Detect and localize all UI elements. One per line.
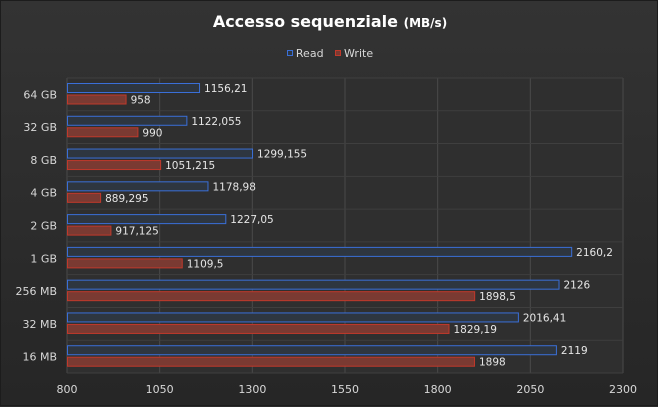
x-tick-label-3: 1550: [331, 383, 359, 396]
y-category-label-1: 32 GB: [23, 121, 57, 134]
read-bar-5: [67, 246, 573, 257]
write-bar-0: [67, 94, 127, 105]
read-data-label-4: 1227,05: [230, 214, 273, 226]
y-category-label-6: 256 MB: [15, 285, 57, 298]
legend-label-read: Read: [295, 47, 324, 60]
legend-item-write: Write: [335, 47, 373, 60]
legend-label-write: Write: [344, 47, 374, 60]
read-data-label-7: 2016,41: [523, 312, 566, 324]
read-bar-7: [67, 312, 519, 323]
x-tick-label-1: 1050: [146, 383, 174, 396]
write-data-label-8: 1898: [479, 357, 506, 369]
x-tick-label-5: 2050: [516, 383, 544, 396]
read-data-label-6: 2126: [564, 280, 591, 292]
read-data-label-3: 1178,98: [212, 181, 255, 193]
y-category-label-8: 16 MB: [22, 351, 57, 364]
read-bar-0: [67, 83, 201, 93]
write-data-label-0: 958: [131, 95, 151, 107]
write-bar-3: [67, 192, 102, 203]
read-bar-2: [67, 148, 254, 159]
chart-title-text: Accesso sequenziale: [212, 12, 399, 31]
write-bar-2: [67, 160, 162, 171]
write-bar-6: [67, 291, 476, 302]
read-bar-1: [67, 115, 188, 126]
read-bar-4: [67, 214, 227, 225]
x-tick-label-2: 1300: [238, 383, 266, 396]
legend-swatch-read: [286, 50, 293, 56]
write-data-label-4: 917,125: [115, 226, 158, 238]
write-bar-8: [67, 356, 475, 367]
write-data-label-6: 1898,5: [479, 291, 516, 303]
write-data-label-1: 990: [142, 127, 162, 139]
y-category-label-2: 8 GB: [30, 154, 57, 167]
write-data-label-3: 889,295: [105, 193, 148, 205]
y-category-label-0: 64 GB: [23, 88, 57, 101]
write-data-label-2: 1051,215: [165, 160, 215, 172]
write-bar-5: [67, 258, 183, 269]
read-bar-8: [67, 345, 557, 356]
write-data-label-5: 1109,5: [187, 258, 224, 270]
y-category-label-4: 2 GB: [30, 220, 57, 233]
y-category-label-5: 1 GB: [30, 252, 57, 265]
y-category-label-7: 32 MB: [22, 318, 57, 331]
read-data-label-8: 2119: [561, 345, 588, 357]
write-bar-4: [67, 225, 112, 236]
read-data-label-0: 1156,21: [204, 83, 247, 95]
read-bar-3: [67, 181, 209, 192]
legend-swatch-write: [335, 50, 342, 56]
write-data-label-7: 1829,19: [453, 324, 496, 336]
read-bar-6: [67, 279, 560, 290]
read-data-label-1: 1122,055: [191, 116, 241, 128]
y-category-label-3: 4 GB: [30, 187, 57, 200]
legend: Read Write: [1, 47, 658, 60]
x-tick-label-0: 800: [57, 383, 78, 396]
x-tick-label-4: 1800: [424, 383, 452, 396]
chart-title-unit: (MB/s): [403, 16, 448, 30]
chart-title: Accesso sequenziale (MB/s): [1, 12, 658, 31]
read-data-label-2: 1299,155: [257, 149, 307, 161]
x-tick-label-6: 2300: [609, 383, 637, 396]
write-bar-7: [67, 323, 450, 334]
write-bar-1: [67, 127, 139, 138]
read-data-label-5: 2160,2: [576, 247, 613, 259]
legend-item-read: Read: [286, 47, 324, 60]
